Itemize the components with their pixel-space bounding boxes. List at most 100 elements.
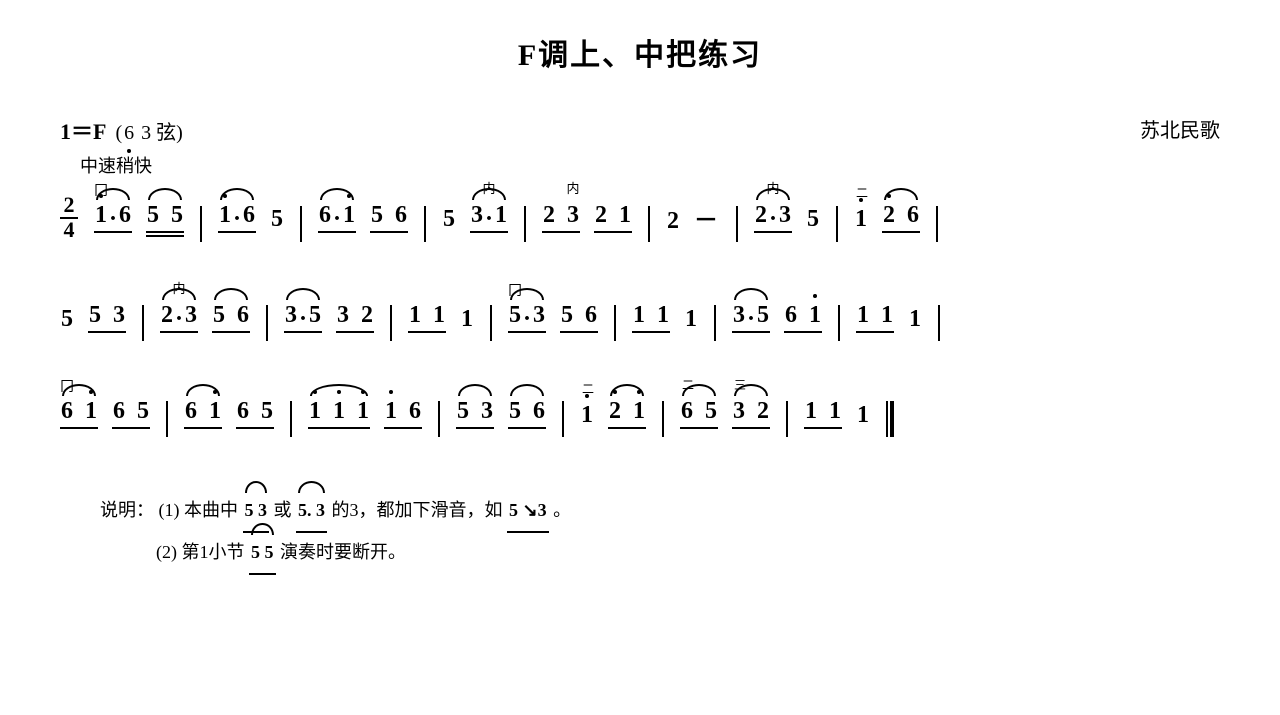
note: －	[694, 200, 720, 235]
beat-group: 内23	[754, 202, 792, 233]
barline	[300, 206, 302, 242]
measure: 内235	[754, 202, 820, 233]
note: 3	[184, 302, 198, 329]
note: 5	[308, 302, 322, 329]
note: 5	[270, 206, 284, 233]
note: 6	[184, 398, 198, 425]
measure: 111 16	[308, 398, 422, 429]
note: 6	[394, 202, 408, 229]
beat-group: 21	[594, 202, 632, 233]
note: 1	[856, 302, 870, 329]
beat-group: 16	[384, 398, 422, 429]
barline	[836, 206, 838, 242]
measure: 5356	[456, 398, 546, 429]
note: 1	[618, 202, 632, 229]
note: 1	[356, 398, 370, 425]
measure: 冂5356	[508, 302, 598, 333]
beat-group: 1	[684, 306, 698, 333]
note: 2	[754, 202, 768, 229]
measure: 111	[408, 302, 474, 333]
beat-group: 56	[212, 302, 250, 333]
beat-group: 61	[784, 302, 822, 333]
measure: 冂6165	[60, 398, 150, 429]
beat-group: 55	[146, 202, 184, 233]
beat-group: 65	[236, 398, 274, 429]
beat-group: 内31	[470, 202, 508, 233]
measure: 2－	[666, 200, 720, 235]
measure: 111	[632, 302, 698, 333]
note-line-2: (2) 第1小节 5 5 演奏时要断开。	[100, 533, 1180, 575]
beat-group: 32	[336, 302, 374, 333]
note: 5	[88, 302, 102, 329]
note: 2	[666, 208, 680, 235]
barline	[736, 206, 738, 242]
beat-group: 53	[88, 302, 126, 333]
note: 1	[828, 398, 842, 425]
note: 1	[684, 306, 698, 333]
note: 5	[456, 398, 470, 425]
key-block: 1＝F (6 3 弦)	[60, 114, 183, 146]
barline	[266, 305, 268, 341]
note: 5	[442, 206, 456, 233]
beat-group: 56	[560, 302, 598, 333]
beat-group: 111	[308, 398, 370, 429]
note: 1	[460, 306, 474, 333]
barline	[648, 206, 650, 242]
note: 2	[882, 202, 896, 229]
barline	[424, 206, 426, 242]
beat-group: 1	[908, 306, 922, 333]
measure: 1二21	[580, 398, 646, 429]
note: 2	[160, 302, 174, 329]
note: 5	[508, 398, 522, 425]
staff-line: 553内23563532111冂53561113561111	[60, 299, 1220, 335]
bow-mark: 冂	[508, 280, 522, 300]
measure: 111	[856, 302, 922, 333]
note: 6	[112, 398, 126, 425]
note: 5	[212, 302, 226, 329]
note: 5	[60, 306, 74, 333]
note: 1二	[580, 402, 594, 429]
beat-group: 35	[732, 302, 770, 333]
beat-group: 11	[632, 302, 670, 333]
measure: 3532	[284, 302, 374, 333]
staff-line: 24冂165516561565内3123内212－内2351二26	[60, 196, 1220, 239]
note: 3	[778, 202, 792, 229]
barline	[562, 401, 564, 437]
measure: 6二53三2	[680, 398, 770, 429]
note: 1	[656, 302, 670, 329]
note: 6	[906, 202, 920, 229]
barline	[490, 305, 492, 341]
note: 2	[542, 202, 556, 229]
measure: 冂1655	[94, 202, 184, 233]
note: 1	[408, 302, 422, 329]
note: 1	[208, 398, 222, 425]
barline	[390, 305, 392, 341]
string-annotation: 内	[172, 278, 185, 297]
note: 5	[508, 302, 522, 329]
note: 2	[756, 398, 770, 425]
note: 6二	[680, 398, 694, 425]
beat-group: 1二	[580, 402, 594, 429]
barline	[290, 401, 292, 437]
measure: 553	[60, 302, 126, 333]
beat-group: 内23	[160, 302, 198, 333]
note: 6	[236, 398, 250, 425]
beat-group: 61	[318, 202, 356, 233]
key-signature: 1＝F	[60, 119, 106, 144]
bow-mark: 冂	[60, 376, 74, 396]
note: 6	[242, 202, 256, 229]
note: 2	[594, 202, 608, 229]
beat-group: 5	[60, 306, 74, 333]
note: 5	[170, 202, 184, 229]
note: 3内	[566, 202, 580, 229]
note: 1	[384, 398, 398, 425]
note: 1	[880, 302, 894, 329]
fingering: 二	[682, 376, 692, 393]
barline	[662, 401, 664, 437]
barline	[166, 401, 168, 437]
note: 3	[470, 202, 484, 229]
note: 6	[584, 302, 598, 329]
beat-group: 2	[666, 208, 680, 235]
tempo-marking: 中速稍快	[80, 152, 1240, 178]
note: 5	[560, 302, 574, 329]
